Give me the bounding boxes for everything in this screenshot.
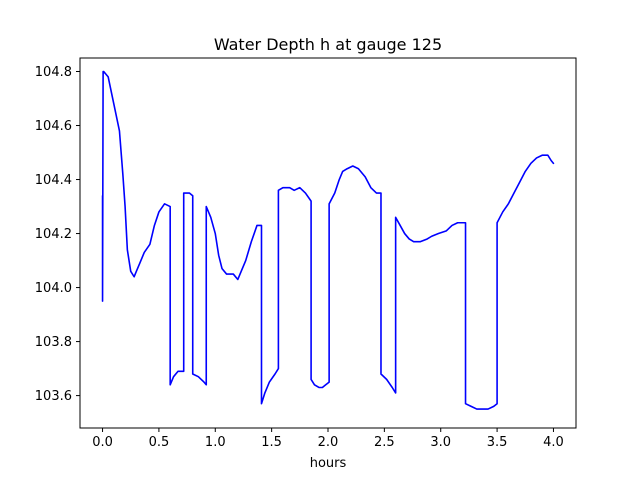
x-tick-label: 1.5 bbox=[261, 435, 282, 450]
series-layer bbox=[101, 70, 555, 410]
x-axis: 0.0 0.5 1.0 1.5 2.0 2.5 3.0 3.5 4.0 bbox=[92, 428, 564, 450]
x-tick-label: 3.5 bbox=[487, 435, 508, 450]
x-tick-label: 1.0 bbox=[205, 435, 226, 450]
y-tick-label: 104.4 bbox=[35, 173, 72, 188]
y-tick-label: 104.6 bbox=[35, 119, 72, 134]
x-tick-label: 0.5 bbox=[149, 435, 170, 450]
y-axis: 103.6 103.8 104.0 104.2 104.4 104.6 104.8 bbox=[35, 65, 80, 404]
chart-title: Water Depth h at gauge 125 bbox=[214, 35, 442, 54]
y-tick-label: 104.8 bbox=[35, 65, 72, 80]
x-tick-label: 4.0 bbox=[543, 435, 564, 450]
x-axis-label: hours bbox=[310, 456, 347, 471]
axes-frame bbox=[79, 57, 577, 429]
y-tick-label: 103.8 bbox=[35, 335, 72, 350]
y-tick-label: 103.6 bbox=[35, 389, 72, 404]
x-tick-label: 2.5 bbox=[374, 435, 395, 450]
series-line bbox=[101, 70, 555, 410]
x-tick-label: 0.0 bbox=[92, 435, 113, 450]
y-tick-label: 104.2 bbox=[35, 227, 72, 242]
y-tick-label: 104.0 bbox=[35, 281, 72, 296]
x-tick-label: 2.0 bbox=[318, 435, 339, 450]
x-tick-label: 3.0 bbox=[430, 435, 451, 450]
